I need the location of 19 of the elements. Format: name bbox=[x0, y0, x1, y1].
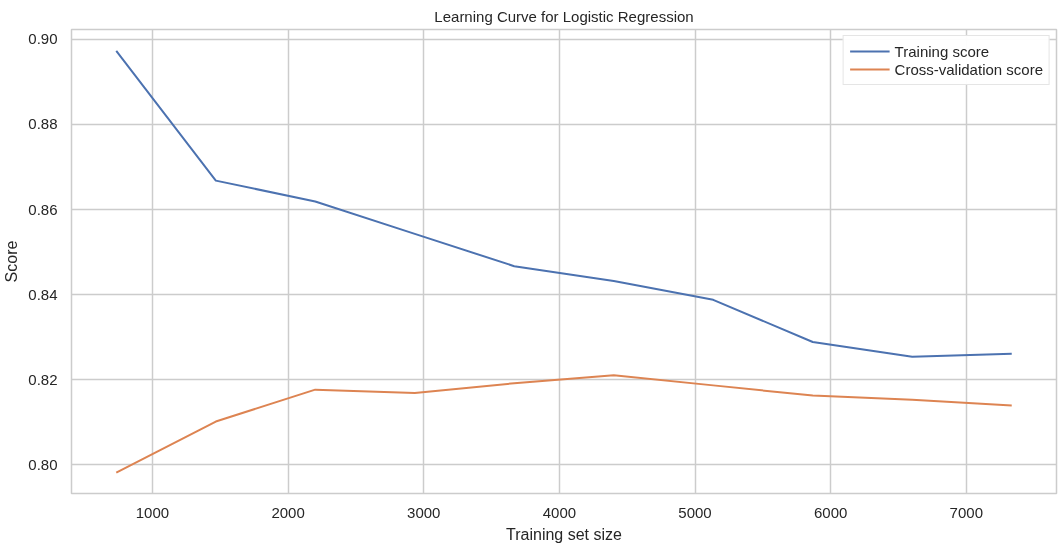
y-tick-label: 0.86 bbox=[28, 200, 58, 218]
y-tick-label: 0.80 bbox=[28, 455, 58, 473]
y-tick-label: 0.88 bbox=[28, 115, 58, 133]
chart-title: Learning Curve for Logistic Regression bbox=[434, 7, 694, 25]
y-tick-label: 0.82 bbox=[28, 370, 58, 388]
x-tick-label: 6000 bbox=[813, 503, 848, 521]
y-tick-label: 0.90 bbox=[28, 30, 58, 48]
y-axis-title: Score bbox=[3, 240, 21, 283]
x-tick-label: 3000 bbox=[407, 503, 441, 521]
x-axis-title: Training set size bbox=[506, 525, 623, 543]
line-series bbox=[115, 374, 1013, 474]
y-tick-label: 0.84 bbox=[28, 285, 58, 303]
legend-label: Cross-validation score bbox=[894, 60, 1043, 78]
x-tick-label: 1000 bbox=[135, 503, 170, 521]
legend-label: Training score bbox=[894, 42, 990, 60]
x-tick-label: 7000 bbox=[949, 503, 983, 521]
x-tick-label: 2000 bbox=[271, 503, 305, 521]
x-tick-label: 4000 bbox=[542, 503, 577, 521]
x-tick-label: 5000 bbox=[678, 503, 712, 521]
